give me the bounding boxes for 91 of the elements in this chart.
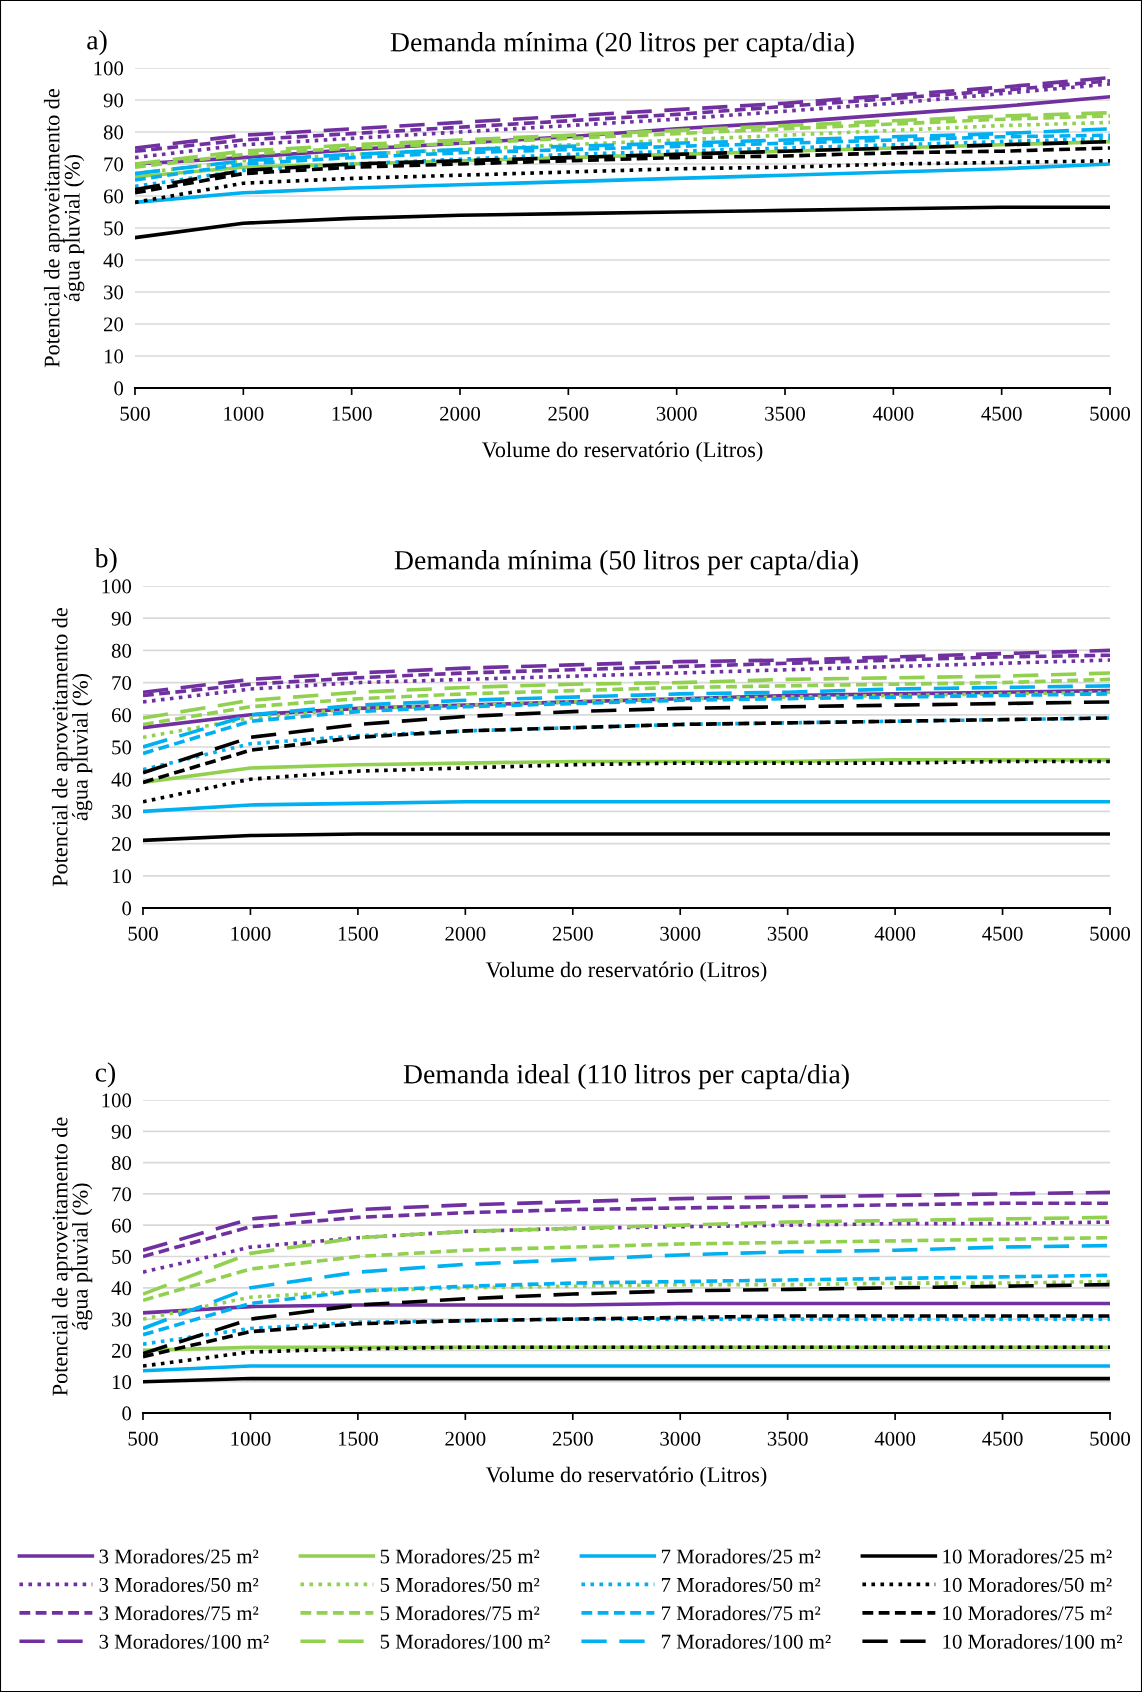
x-tick-label: 2000 xyxy=(440,406,481,421)
legend-label: 7 Moradores/100 m² xyxy=(661,1634,831,1649)
x-tick-label: 1000 xyxy=(224,406,264,421)
x-tick-label: 2500 xyxy=(552,1431,593,1446)
y-tick-label: 20 xyxy=(103,317,124,332)
x-tick-label: 1000 xyxy=(231,1431,271,1446)
legend-label: 10 Moradores/25 m² xyxy=(943,1548,1112,1564)
x-tick-label: 2000 xyxy=(445,1431,486,1446)
x-tick-label: 3000 xyxy=(660,1431,701,1446)
legend-label: 5 Moradores/25 m² xyxy=(380,1548,540,1564)
legend-label: 5 Moradores/100 m² xyxy=(380,1634,550,1649)
x-tick-label: 4500 xyxy=(981,406,1022,421)
y-tick-label: 50 xyxy=(104,221,124,236)
x-tick-label: 5000 xyxy=(1090,406,1131,421)
x-tick-label: 5000 xyxy=(1090,1431,1131,1446)
chart-title: Demanda mínima (50 litros per capta/dia) xyxy=(394,550,858,576)
x-tick-label: 4000 xyxy=(874,926,916,941)
y-axis-title: Potencial de aproveitamento de água pluvial (%) xyxy=(51,608,93,887)
y-tick-label: 30 xyxy=(112,804,132,819)
x-tick-label: 500 xyxy=(120,406,150,421)
x-tick-label: 3500 xyxy=(765,406,806,421)
y-axis-title: Potencial de aproveitamento de água pluvial (%) xyxy=(43,89,85,368)
y-tick-label: 60 xyxy=(111,1218,132,1233)
x-tick-label: 2500 xyxy=(548,406,589,421)
x-tick-label: 1500 xyxy=(332,406,372,421)
x-axis-title: Volume do reservatório (Litros) xyxy=(485,961,767,982)
x-tick-label: 1500 xyxy=(338,1431,378,1446)
legend-label: 3 Moradores/75 m² xyxy=(99,1605,259,1621)
legend-label: 7 Moradores/50 m² xyxy=(661,1577,821,1592)
chart-title: Demanda ideal (110 litros per capta/dia) xyxy=(403,1064,849,1090)
y-tick-label: 70 xyxy=(112,675,132,691)
x-tick-label: 5000 xyxy=(1090,926,1131,941)
y-tick-label: 30 xyxy=(112,1312,132,1327)
y-tick-label: 0 xyxy=(122,1406,132,1421)
y-tick-label: 70 xyxy=(112,1187,132,1202)
y-tick-label: 40 xyxy=(111,772,132,787)
text: c) xyxy=(95,1062,116,1088)
x-tick-label: 4500 xyxy=(982,1431,1023,1446)
y-tick-label: 20 xyxy=(111,1343,132,1358)
y-tick-label: 80 xyxy=(111,643,132,658)
x-tick-label: 3000 xyxy=(656,406,697,421)
y-tick-label: 40 xyxy=(103,253,124,268)
y-tick-label: 0 xyxy=(114,381,124,396)
legend-label: 3 Moradores/25 m² xyxy=(99,1548,259,1564)
y-axis-title: Potencial de aproveitamento de água pluvial (%) xyxy=(51,1117,93,1396)
y-tick-label: 80 xyxy=(103,125,124,140)
legend-label: 10 Moradores/75 m² xyxy=(943,1605,1112,1621)
x-axis-title: Volume do reservatório (Litros) xyxy=(485,1466,767,1487)
legend-label: 5 Moradores/75 m² xyxy=(380,1605,540,1621)
legend-label: 3 Moradores/50 m² xyxy=(99,1577,259,1592)
y-tick-label: 60 xyxy=(111,708,132,723)
y-tick-label: 10 xyxy=(104,349,124,364)
y-tick-label: 90 xyxy=(111,611,132,626)
x-tick-label: 3000 xyxy=(660,926,701,941)
x-tick-label: 4500 xyxy=(982,926,1023,941)
y-tick-label: 100 xyxy=(94,61,124,76)
x-tick-label: 500 xyxy=(128,1431,158,1446)
y-tick-label: 10 xyxy=(112,869,132,884)
x-tick-label: 2500 xyxy=(552,926,593,941)
y-tick-label: 60 xyxy=(103,189,124,204)
x-axis-title: Volume do reservatório (Litros) xyxy=(481,441,763,462)
legend-label: 5 Moradores/50 m² xyxy=(380,1577,540,1592)
y-tick-label: 100 xyxy=(102,579,132,594)
y-tick-label: 100 xyxy=(102,1093,132,1108)
x-tick-label: 3500 xyxy=(767,926,808,941)
y-tick-label: 90 xyxy=(103,93,124,108)
x-tick-label: 3500 xyxy=(767,1431,808,1446)
x-tick-label: 1000 xyxy=(231,926,271,941)
legend-label: 3 Moradores/100 m² xyxy=(99,1634,269,1649)
legend-label: 10 Moradores/100 m² xyxy=(943,1634,1123,1649)
y-tick-label: 10 xyxy=(112,1375,132,1390)
y-tick-label: 50 xyxy=(112,740,132,755)
y-tick-label: 80 xyxy=(111,1155,132,1171)
text: b) xyxy=(94,547,117,574)
y-tick-label: 90 xyxy=(111,1124,132,1139)
text: a) xyxy=(87,30,107,56)
legend-label: 7 Moradores/75 m² xyxy=(661,1605,821,1621)
chart-title: Demanda mínima (20 litros per capta/dia) xyxy=(390,32,854,58)
y-tick-label: 0 xyxy=(122,901,132,916)
x-tick-label: 2000 xyxy=(445,926,486,941)
x-tick-label: 4000 xyxy=(872,406,914,421)
legend-label: 7 Moradores/25 m² xyxy=(661,1548,821,1564)
x-tick-label: 1500 xyxy=(338,926,378,941)
y-tick-label: 20 xyxy=(111,836,132,852)
y-tick-label: 40 xyxy=(111,1281,132,1296)
y-tick-label: 70 xyxy=(104,157,124,172)
x-tick-label: 500 xyxy=(128,926,158,941)
x-tick-label: 4000 xyxy=(874,1431,916,1446)
y-tick-label: 30 xyxy=(104,285,124,300)
legend-label: 10 Moradores/50 m² xyxy=(943,1577,1112,1592)
y-tick-label: 50 xyxy=(112,1249,132,1264)
